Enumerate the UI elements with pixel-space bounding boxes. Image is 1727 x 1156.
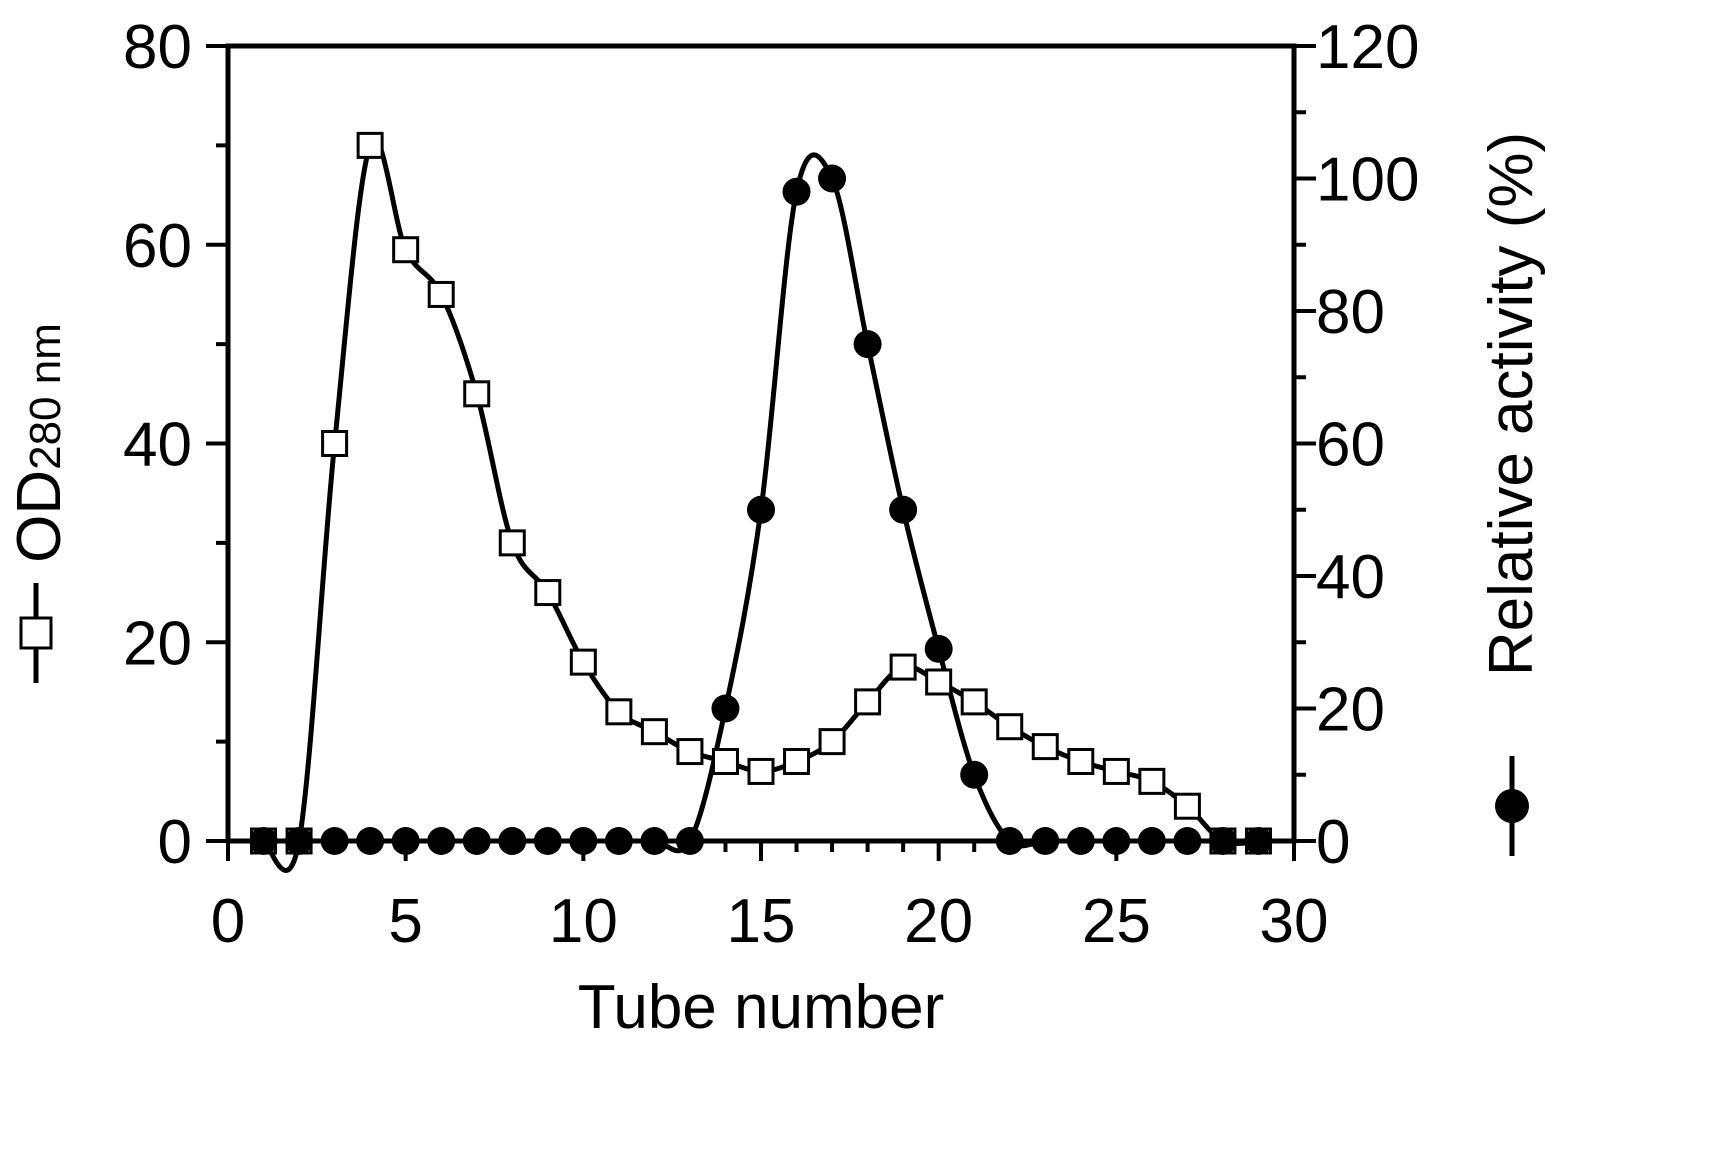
series-1-point (1138, 767, 1166, 795)
series-1-point (1067, 748, 1095, 775)
y-right-tick-label: 60 (1316, 411, 1385, 480)
series-2-point (960, 760, 989, 789)
x-tick-label: 30 (1260, 887, 1329, 956)
y-right-tick-label: 20 (1316, 676, 1385, 745)
y-left-tick-label: 80 (123, 13, 192, 82)
series-1-point (392, 236, 420, 264)
left-axis-title: OD280 nm (5, 323, 74, 563)
series-1-point (321, 430, 349, 457)
series-1-point (356, 131, 384, 159)
series-1-point (960, 688, 988, 716)
series-1-point (427, 280, 455, 308)
x-tick-label: 5 (388, 887, 422, 956)
series-1-point (1031, 733, 1059, 761)
series-1-point (783, 748, 811, 775)
series-1-point (498, 529, 526, 557)
left-axis-title-unit: nm (21, 323, 70, 396)
left-axis-title-main: OD (5, 470, 74, 563)
ticks (206, 44, 1316, 861)
series-2-point (782, 177, 811, 206)
plot-frame (225, 43, 1297, 844)
series-1-point (818, 728, 846, 756)
series-1-point (569, 648, 597, 676)
y-right-tick-label: 40 (1316, 543, 1385, 612)
series-1-point (925, 668, 953, 696)
series-1-point (605, 698, 633, 726)
series-1-point (534, 579, 562, 607)
left-legend-marker (19, 583, 53, 683)
y-right-tick-label: 80 (1316, 278, 1385, 347)
tick-labels: 0 5 10 15 20 25 30 0 20 40 60 80 0 20 40 60 80 100 120 (123, 13, 1419, 956)
series-1-point (996, 713, 1024, 741)
y-right-tick-label: 100 (1316, 146, 1419, 215)
y-left-tick-label: 0 (158, 808, 192, 877)
svg-text:Relative activity (%): Relative activity (%) (1477, 132, 1546, 676)
x-tick-label: 15 (727, 887, 796, 956)
left-axis-title-sub: 280 (21, 396, 70, 469)
y-right-tick-label: 120 (1316, 13, 1419, 82)
series-1-point (640, 718, 668, 746)
series-2-point (889, 495, 918, 524)
y-left-tick-label: 60 (123, 212, 192, 281)
series-1-point (463, 380, 491, 408)
x-axis-title: Tube number (578, 973, 944, 1042)
series-1-point (1102, 757, 1130, 785)
series-2-point (711, 694, 740, 723)
x-tick-label: 0 (211, 887, 245, 956)
x-tick-label: 20 (904, 887, 973, 956)
y-right-tick-label: 0 (1316, 808, 1350, 877)
svg-text:OD280 nm: OD280 nm (5, 323, 74, 563)
series-2-point (747, 495, 775, 524)
series-1-point (889, 653, 917, 681)
series-2-point (924, 634, 953, 663)
y-left-tick-label: 20 (123, 609, 192, 678)
series-1-point (854, 688, 882, 716)
y-left-tick-label: 40 (123, 411, 192, 480)
x-tick-label: 10 (549, 887, 618, 956)
series-2-point (818, 164, 847, 193)
series-1-point (747, 757, 775, 785)
right-axis-title: Relative activity (%) (1477, 132, 1546, 676)
series-1-point (1173, 792, 1201, 820)
series-1-point (711, 748, 739, 775)
series-2-point (853, 330, 882, 359)
series-1-point (676, 738, 704, 766)
x-tick-label: 25 (1082, 887, 1151, 956)
right-legend-marker (1495, 756, 1529, 856)
